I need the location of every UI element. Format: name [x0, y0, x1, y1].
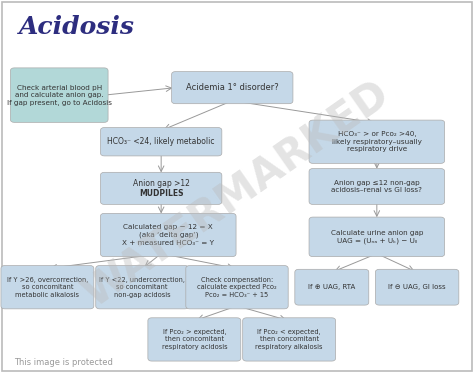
FancyBboxPatch shape: [100, 172, 222, 204]
FancyBboxPatch shape: [96, 266, 189, 309]
FancyBboxPatch shape: [10, 68, 108, 122]
Text: Anion gap >12: Anion gap >12: [133, 179, 190, 188]
Text: Calculated gap − 12 = X
(aka ‘delta gap’)
X + measured HCO₃⁻ = Y: Calculated gap − 12 = X (aka ‘delta gap’…: [122, 224, 214, 246]
Text: This image is protected: This image is protected: [14, 358, 113, 367]
FancyBboxPatch shape: [243, 318, 336, 361]
FancyBboxPatch shape: [309, 217, 445, 257]
Text: If Pco₂ > expected,
then concomitant
respiratory acidosis: If Pco₂ > expected, then concomitant res…: [162, 329, 227, 350]
Text: Calculate urine anion gap
UAG = (Uₙₐ + Uₖ) − Uₗₗ: Calculate urine anion gap UAG = (Uₙₐ + U…: [330, 230, 423, 244]
Text: If Y <22, undercorrection,
so concomitant
non-gap acidosis: If Y <22, undercorrection, so concomitan…: [99, 277, 185, 298]
Text: Acidosis: Acidosis: [19, 15, 135, 39]
FancyBboxPatch shape: [100, 128, 222, 156]
FancyBboxPatch shape: [1, 266, 94, 309]
FancyBboxPatch shape: [309, 169, 445, 204]
FancyBboxPatch shape: [100, 213, 236, 257]
Text: If Y >26, overcorrection,
so concomitant
metabolic alkalosis: If Y >26, overcorrection, so concomitant…: [7, 277, 88, 298]
FancyBboxPatch shape: [172, 72, 293, 104]
Text: WATERMARKED: WATERMARKED: [76, 72, 398, 316]
FancyBboxPatch shape: [186, 266, 288, 309]
Text: If Pco₂ < expected,
then concomitant
respiratory alkalosis: If Pco₂ < expected, then concomitant res…: [255, 329, 323, 350]
Text: Check arterial blood pH
and calculate anion gap.
If gap present, go to Acidosis: Check arterial blood pH and calculate an…: [7, 85, 112, 106]
Text: If ⊖ UAG, GI loss: If ⊖ UAG, GI loss: [388, 284, 446, 290]
FancyBboxPatch shape: [309, 120, 445, 163]
Text: MUDPILES: MUDPILES: [139, 189, 183, 198]
FancyBboxPatch shape: [295, 269, 369, 305]
Text: HCO₃⁻ > or Pco₂ >40,
likely respiratory–usually
respiratory drive: HCO₃⁻ > or Pco₂ >40, likely respiratory–…: [332, 131, 422, 152]
Text: HCO₃⁻ <24, likely metabolic: HCO₃⁻ <24, likely metabolic: [108, 137, 215, 146]
Text: If ⊕ UAG, RTA: If ⊕ UAG, RTA: [308, 284, 356, 290]
FancyBboxPatch shape: [148, 318, 241, 361]
FancyBboxPatch shape: [375, 269, 459, 305]
Text: Check compensation:
calculate expected Pco₂
Pco₂ = HCO₃⁻ + 15: Check compensation: calculate expected P…: [197, 277, 277, 298]
Text: Anion gap ≤12 non-gap
acidosis–renal vs GI loss?: Anion gap ≤12 non-gap acidosis–renal vs …: [331, 180, 422, 193]
Text: Acidemia 1° disorder?: Acidemia 1° disorder?: [186, 83, 279, 92]
